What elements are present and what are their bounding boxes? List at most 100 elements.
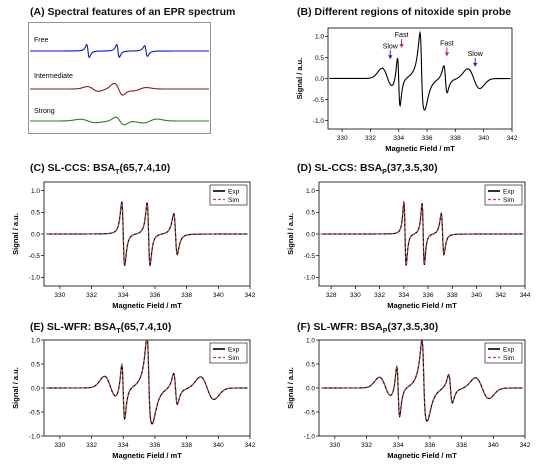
y-tick-label: -0.5 bbox=[29, 409, 41, 416]
annotation-arrow-head bbox=[473, 62, 478, 67]
legend-sim-label: Sim bbox=[503, 355, 514, 362]
panel-d-title-prefix: (D) SL-CCS: BSA bbox=[297, 162, 383, 174]
y-tick-label: -1.0 bbox=[29, 275, 41, 282]
panel-d-title: (D) SL-CCS: BSAP(37,3.5,30) bbox=[297, 162, 438, 176]
x-tick-label: 334 bbox=[118, 292, 129, 299]
chart-b: 330 332 334 336 338 340 342 -1.0 -0.5 0.0 0.5 1.0 Ma… bbox=[295, 27, 518, 153]
x-tick-label: 330 bbox=[54, 442, 65, 449]
y-tick-label: 0.5 bbox=[31, 210, 40, 217]
x-tick-label: 342 bbox=[245, 442, 256, 449]
x-tick-label: 332 bbox=[86, 292, 97, 299]
x-tick-label: 330 bbox=[329, 442, 340, 449]
legend-sim-label: Sim bbox=[228, 197, 239, 204]
y-tick-label: 0.0 bbox=[31, 231, 40, 238]
panel-f-title-prefix: (F) SL-WFR: BSA bbox=[297, 321, 383, 333]
annotation-label: Slow bbox=[468, 51, 484, 58]
y-axis-label: Signal / a.u. bbox=[286, 367, 295, 409]
annotation-label: Slow bbox=[383, 43, 399, 50]
x-tick-label: 340 bbox=[213, 442, 224, 449]
panel-c-title-prefix: (C) SL-CCS: BSA bbox=[30, 162, 116, 174]
x-tick-label: 338 bbox=[450, 135, 461, 142]
chart-c: 330 332 334 336 338 340 342 -1.0 -0.5 0.0 0.5 1.0 Ma… bbox=[11, 181, 256, 310]
y-tick-label: -1.0 bbox=[29, 433, 41, 440]
x-tick-label: 334 bbox=[118, 442, 129, 449]
annotation-arrow-head bbox=[444, 52, 450, 57]
panel-f-title-sub: P bbox=[382, 328, 388, 336]
y-tick-label: 0.0 bbox=[306, 385, 315, 392]
chart-e: 330 332 334 336 338 340 342 -1.0 -0.5 0.0 0.5 1.0 Ma… bbox=[11, 337, 256, 460]
annotation-arrow-head bbox=[399, 43, 404, 48]
x-tick-label: 338 bbox=[181, 292, 192, 299]
chart-d: 328 330 332 334 336 338 340 342 344 -1.0 -0.5 0.0 0.… bbox=[286, 181, 531, 310]
y-tick-label: -1.0 bbox=[313, 118, 325, 125]
panel-c-title-sub: T bbox=[115, 169, 120, 177]
x-tick-label: 336 bbox=[149, 442, 160, 449]
x-tick-label: 338 bbox=[181, 442, 192, 449]
x-tick-label: 334 bbox=[393, 135, 404, 142]
chart-a: Free Intermediate Strong bbox=[28, 22, 211, 134]
x-tick-label: 338 bbox=[456, 442, 467, 449]
chart-f: 330 332 334 336 338 340 342 -1.0 -0.5 0.0 0.5 1.0 Ma… bbox=[286, 337, 531, 460]
panel-c-title-suffix: (65,7.4,10) bbox=[119, 162, 171, 174]
x-tick-label: 332 bbox=[86, 442, 97, 449]
y-tick-label: -0.5 bbox=[304, 409, 316, 416]
legend-exp-label: Exp bbox=[503, 347, 515, 354]
y-tick-label: 0.0 bbox=[315, 76, 324, 83]
panel-a-title: (A) Spectral features of an EPR spectrum bbox=[30, 6, 236, 18]
panel-b-title: (B) Different regions of nitoxide spin p… bbox=[297, 6, 512, 18]
x-axis-label: Magnetic Field / mT bbox=[112, 451, 182, 460]
x-tick-label: 328 bbox=[326, 292, 337, 299]
x-tick-label: 334 bbox=[393, 442, 404, 449]
x-tick-label: 332 bbox=[365, 135, 376, 142]
x-tick-label: 336 bbox=[424, 442, 435, 449]
y-tick-label: 1.0 bbox=[31, 188, 40, 195]
y-tick-label: -0.5 bbox=[304, 253, 316, 260]
x-tick-label: 340 bbox=[471, 292, 482, 299]
x-tick-label: 340 bbox=[213, 292, 224, 299]
legend-sim-label: Sim bbox=[228, 355, 239, 362]
y-tick-label: 1.0 bbox=[306, 188, 315, 195]
y-tick-label: 0.5 bbox=[31, 361, 40, 368]
panel-e-title: (E) SL-WFR: BSAT(65,7.4,10) bbox=[30, 321, 171, 335]
panel-d-title-suffix: (37,3.5,30) bbox=[386, 162, 438, 174]
legend-sim-label: Sim bbox=[503, 197, 514, 204]
panel-e-title-suffix: (65,7.4,10) bbox=[120, 321, 172, 333]
x-tick-label: 334 bbox=[398, 292, 409, 299]
y-tick-label: 0.5 bbox=[306, 210, 315, 217]
x-tick-label: 330 bbox=[350, 292, 361, 299]
x-tick-label: 340 bbox=[488, 442, 499, 449]
legend-exp-label: Exp bbox=[503, 189, 515, 196]
legend-exp-label: Exp bbox=[228, 347, 240, 354]
panel-d-title-sub: P bbox=[382, 169, 387, 177]
x-tick-label: 342 bbox=[495, 292, 506, 299]
series-line bbox=[30, 82, 209, 96]
y-axis-label: Signal / a.u. bbox=[11, 367, 20, 409]
y-tick-label: -0.5 bbox=[29, 253, 41, 260]
x-tick-label: 330 bbox=[337, 135, 348, 142]
x-tick-label: 338 bbox=[447, 292, 458, 299]
x-tick-label: 336 bbox=[422, 135, 433, 142]
annotation-label: Fast bbox=[395, 32, 409, 39]
y-tick-label: -1.0 bbox=[304, 433, 316, 440]
panel-c-title: (C) SL-CCS: BSAT(65,7.4,10) bbox=[30, 162, 170, 176]
sim-line bbox=[46, 201, 248, 266]
series-label: Strong bbox=[34, 108, 55, 115]
panel-a-frame bbox=[28, 22, 211, 134]
x-tick-label: 340 bbox=[478, 135, 489, 142]
y-tick-label: 1.0 bbox=[306, 337, 315, 344]
series-line bbox=[30, 43, 209, 59]
panel-f-title: (F) SL-WFR: BSAP(37,3.5,30) bbox=[297, 321, 438, 335]
x-tick-label: 336 bbox=[423, 292, 434, 299]
x-axis-label: Magnetic Field / mT bbox=[387, 301, 457, 310]
x-axis-label: Magnetic Field / mT bbox=[112, 301, 182, 310]
sim-line bbox=[46, 340, 248, 424]
x-tick-label: 342 bbox=[507, 135, 518, 142]
sim-line bbox=[321, 340, 523, 421]
y-axis-label: Signal / a.u. bbox=[286, 213, 295, 255]
x-tick-label: 332 bbox=[361, 442, 372, 449]
series-label: Intermediate bbox=[34, 73, 73, 80]
series-label: Free bbox=[34, 37, 49, 44]
legend-exp-label: Exp bbox=[228, 189, 240, 196]
x-axis-label: Magnetic Field / mT bbox=[387, 451, 457, 460]
